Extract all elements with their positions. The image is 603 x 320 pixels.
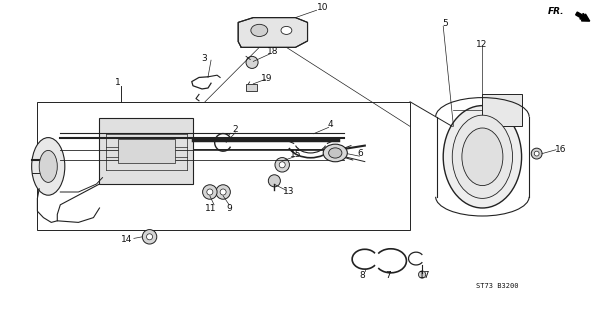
Text: 13: 13 [282, 188, 294, 196]
Text: 18: 18 [267, 47, 279, 56]
Ellipse shape [329, 148, 342, 158]
Circle shape [216, 185, 230, 199]
Bar [37, 102, 410, 230]
FancyBboxPatch shape [246, 84, 257, 91]
Bar [482, 94, 522, 126]
Circle shape [203, 185, 217, 199]
Ellipse shape [281, 26, 292, 34]
Text: 9: 9 [226, 204, 232, 213]
Polygon shape [238, 18, 308, 47]
Circle shape [246, 56, 258, 68]
Bar [118, 139, 175, 163]
Circle shape [220, 189, 226, 195]
Text: 6: 6 [358, 149, 364, 158]
Circle shape [142, 229, 157, 244]
Text: 12: 12 [476, 40, 487, 49]
Circle shape [531, 148, 542, 159]
Text: 15: 15 [289, 150, 302, 159]
Text: 11: 11 [205, 204, 217, 213]
Text: FR.: FR. [548, 7, 564, 16]
Text: 4: 4 [327, 120, 333, 129]
Text: 5: 5 [442, 20, 448, 28]
Circle shape [275, 157, 289, 172]
Circle shape [147, 234, 153, 240]
Text: 1: 1 [115, 78, 121, 87]
Circle shape [279, 162, 285, 168]
Circle shape [268, 175, 280, 187]
Text: 2: 2 [232, 125, 238, 134]
Text: 17: 17 [419, 271, 431, 280]
Text: 14: 14 [121, 235, 132, 244]
Ellipse shape [32, 138, 65, 195]
Text: 8: 8 [359, 271, 365, 280]
Ellipse shape [462, 128, 503, 186]
Ellipse shape [452, 115, 513, 198]
Ellipse shape [251, 24, 268, 36]
Text: ST73 B3200: ST73 B3200 [476, 284, 519, 289]
Text: 19: 19 [261, 74, 273, 83]
Ellipse shape [323, 144, 347, 162]
FancyArrow shape [576, 12, 590, 21]
Circle shape [534, 151, 539, 156]
FancyBboxPatch shape [99, 118, 193, 184]
Circle shape [418, 271, 426, 278]
Text: 16: 16 [555, 145, 567, 154]
Text: 10: 10 [317, 4, 329, 12]
Circle shape [207, 189, 213, 195]
Text: 3: 3 [201, 54, 207, 63]
Ellipse shape [443, 106, 522, 208]
Text: 7: 7 [385, 271, 391, 280]
Ellipse shape [39, 150, 57, 182]
